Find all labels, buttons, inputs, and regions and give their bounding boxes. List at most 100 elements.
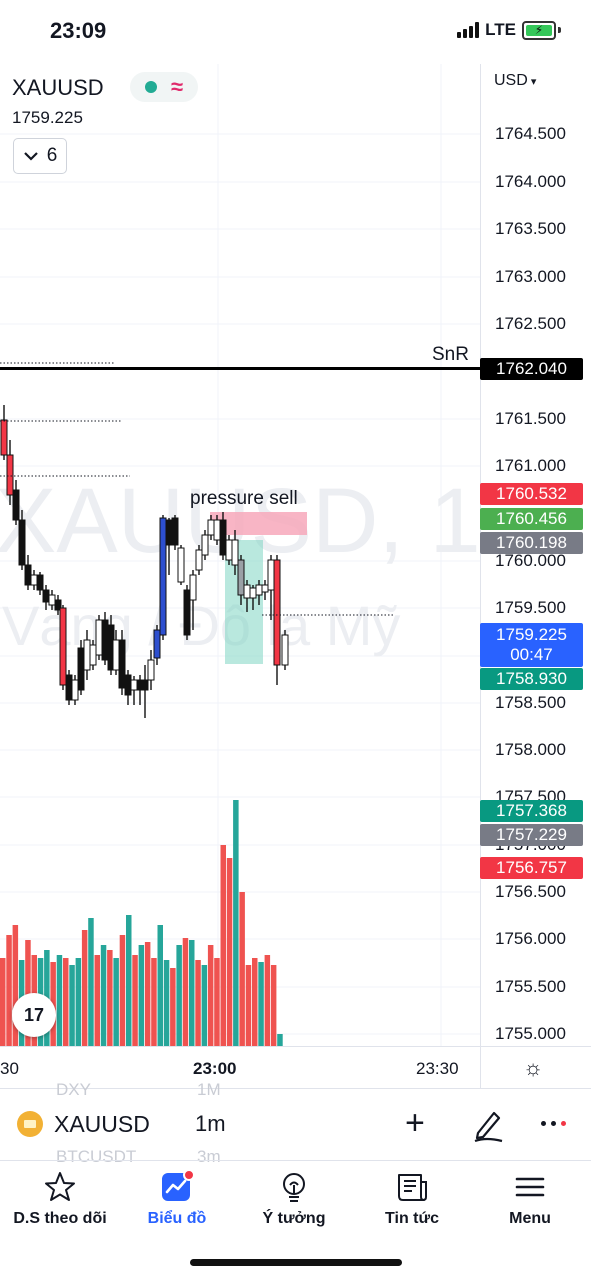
- chart-canvas[interactable]: XAUUSD, 1 Vàng / Đô la Mỹ SnR pressure s…: [0, 64, 480, 1046]
- candle-body: [243, 584, 251, 599]
- volume-bar: [207, 945, 214, 1046]
- volume-bar: [100, 945, 107, 1046]
- volume-bar: [144, 942, 151, 1046]
- candle-body: [0, 419, 8, 456]
- volume-bar: [258, 962, 264, 1046]
- wave-icon: ≈: [170, 74, 184, 99]
- candle-body: [165, 519, 173, 546]
- nav-news[interactable]: Tin tức: [352, 1170, 472, 1228]
- price-axis-tick: 1756.500: [495, 882, 566, 901]
- candle-body: [141, 679, 149, 691]
- nav-label: Ý tưởng: [262, 1210, 326, 1227]
- candle-body: [281, 634, 289, 666]
- candle-body: [59, 607, 67, 686]
- nav-ideas[interactable]: Ý tưởng: [234, 1170, 354, 1228]
- home-indicator: [190, 1259, 402, 1266]
- volume-bar: [63, 958, 69, 1046]
- more-options-icon[interactable]: [541, 1121, 566, 1126]
- volume-bar: [56, 955, 63, 1046]
- candle-body: [201, 534, 209, 556]
- snr-price-tag: 1762.040: [480, 358, 583, 380]
- candle-body: [71, 679, 79, 701]
- candle-body: [42, 589, 50, 603]
- signal-icon: [457, 22, 480, 38]
- volume-bar: [189, 940, 195, 1046]
- ghost-symbol-below: BTCUSDT: [56, 1147, 137, 1166]
- volume-bar: [277, 1034, 283, 1046]
- indicators-toggle-button[interactable]: 6: [13, 138, 67, 174]
- candle-body: [153, 629, 161, 659]
- volume-bar: [6, 935, 12, 1046]
- battery-icon: ⚡: [522, 20, 556, 40]
- candle-body: [89, 644, 97, 666]
- candle-body: [24, 564, 32, 586]
- drawing-tool-icon[interactable]: [472, 1107, 506, 1143]
- volume-bar: [252, 958, 258, 1046]
- volume-bar: [132, 955, 138, 1046]
- candle-body: [101, 619, 109, 661]
- volume-bar: [75, 958, 82, 1046]
- volume-bar: [270, 965, 277, 1046]
- volume-bar: [157, 925, 163, 1046]
- price-axis-tick: 1758.500: [495, 693, 566, 712]
- nav-chart[interactable]: Biểu đồ: [117, 1170, 237, 1228]
- volume-bar: [138, 945, 145, 1046]
- chart-settings-gear-icon[interactable]: ☼: [523, 1055, 544, 1080]
- network-label: LTE: [485, 20, 516, 39]
- chart-last-price: 1759.225: [12, 108, 83, 127]
- candle-body: [18, 519, 26, 566]
- volume-bar: [113, 958, 119, 1046]
- snr-label: SnR: [432, 344, 469, 365]
- price-axis-tick: 1758.000: [495, 740, 566, 759]
- volume-bar: [88, 918, 94, 1046]
- price-axis-divider: [480, 64, 481, 1088]
- price-axis-tick: 1756.000: [495, 929, 566, 948]
- indicator-count: 6: [46, 145, 58, 166]
- volume-bar: [201, 965, 208, 1046]
- time-axis-divider: [0, 1046, 591, 1047]
- ghost-timeframe-below: 3m: [197, 1147, 221, 1166]
- nav-menu[interactable]: Menu: [470, 1170, 590, 1228]
- volume-bar: [69, 965, 75, 1046]
- candle-body: [95, 619, 103, 656]
- candle-body: [213, 519, 221, 541]
- candle-body: [189, 574, 197, 601]
- price-axis-tick: 1763.000: [495, 267, 566, 286]
- price-axis-tick: 1761.000: [495, 456, 566, 475]
- nav-watchlist[interactable]: D.S theo dõi: [0, 1170, 120, 1228]
- candle-body: [124, 674, 132, 696]
- volume-bar: [233, 800, 239, 1046]
- add-icon[interactable]: +: [405, 1104, 425, 1142]
- candle-body: [249, 587, 257, 599]
- market-status-pill[interactable]: ≈: [130, 72, 198, 102]
- candle-body: [177, 547, 185, 583]
- instrument-symbol-button[interactable]: XAUUSD: [54, 1111, 150, 1137]
- candle-body: [195, 549, 203, 571]
- gold-icon: [17, 1111, 43, 1137]
- candle-body: [12, 489, 20, 521]
- volume-bar: [220, 845, 226, 1046]
- volume-bar: [81, 930, 88, 1046]
- nav-label: Menu: [509, 1210, 551, 1227]
- candle-body: [231, 539, 239, 566]
- price-tag-green: 1760.456: [480, 508, 583, 530]
- timeframe-button[interactable]: 1m: [195, 1111, 226, 1136]
- candlesticks: [0, 405, 289, 718]
- currency-selector[interactable]: USD ▾: [494, 72, 536, 90]
- tradingview-logo-icon[interactable]: 17: [12, 993, 56, 1037]
- price-axis-tick: 1762.500: [495, 314, 566, 333]
- pressure-sell-label: pressure sell: [190, 488, 298, 509]
- price-axis-tick: 1759.500: [495, 598, 566, 617]
- candle-body: [83, 639, 91, 671]
- price-axis-tick: 1755.500: [495, 977, 566, 996]
- nav-label: Tin tức: [385, 1210, 439, 1227]
- volume-bar: [182, 938, 189, 1046]
- volume-bar: [239, 892, 245, 1046]
- chart-symbol[interactable]: XAUUSD: [12, 75, 104, 100]
- price-axis-tick: 1760.000: [495, 551, 566, 570]
- volume-bar: [0, 958, 6, 1046]
- candle-body: [171, 517, 179, 546]
- volume-bar: [107, 950, 113, 1046]
- volume-bar: [94, 955, 100, 1046]
- volume-bar: [12, 925, 19, 1046]
